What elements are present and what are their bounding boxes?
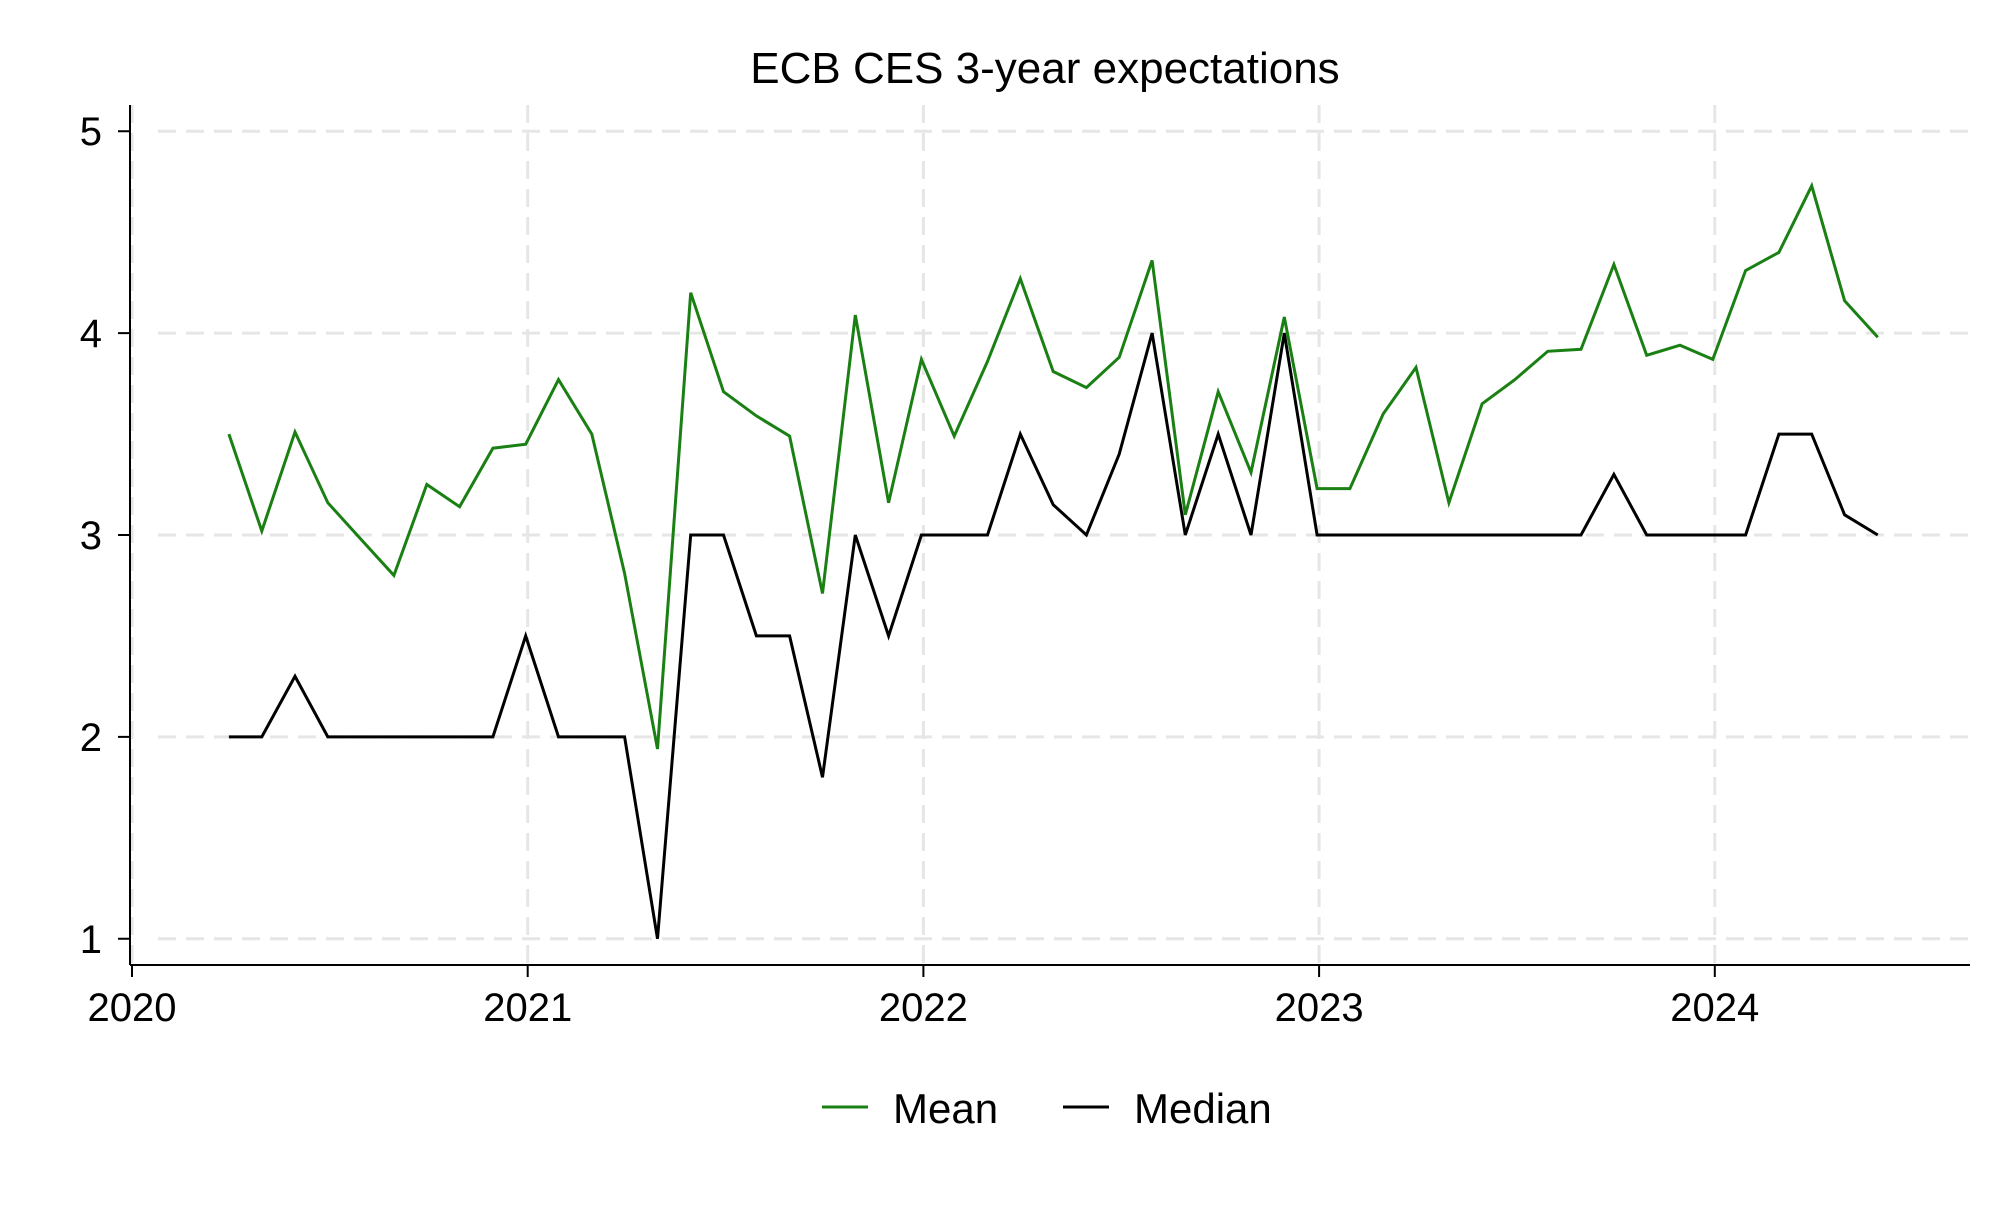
y-tick-label: 4 (80, 312, 102, 356)
chart-title: ECB CES 3-year expectations (750, 44, 1339, 93)
x-tick-label: 2024 (1670, 986, 1759, 1030)
series-line-median (228, 332, 1879, 940)
x-tick-label: 2020 (88, 986, 177, 1030)
x-tick-label: 2021 (483, 986, 572, 1030)
x-tick-label: 2022 (879, 986, 968, 1030)
y-tick-label: 1 (80, 918, 102, 962)
y-tick-label: 2 (80, 716, 102, 760)
legend-label-median: Median (1134, 1085, 1272, 1132)
x-tick-label: 2023 (1275, 986, 1364, 1030)
legend: Mean Median (822, 1085, 1272, 1132)
series-lines (227, 181, 1879, 940)
axes: 1 2 3 4 5 2020 2021 2022 2023 2024 (80, 105, 1970, 1030)
y-tick-label: 5 (80, 110, 102, 154)
legend-label-mean: Mean (893, 1085, 998, 1132)
y-tick-label: 3 (80, 514, 102, 558)
series-line-mean (227, 181, 1879, 750)
